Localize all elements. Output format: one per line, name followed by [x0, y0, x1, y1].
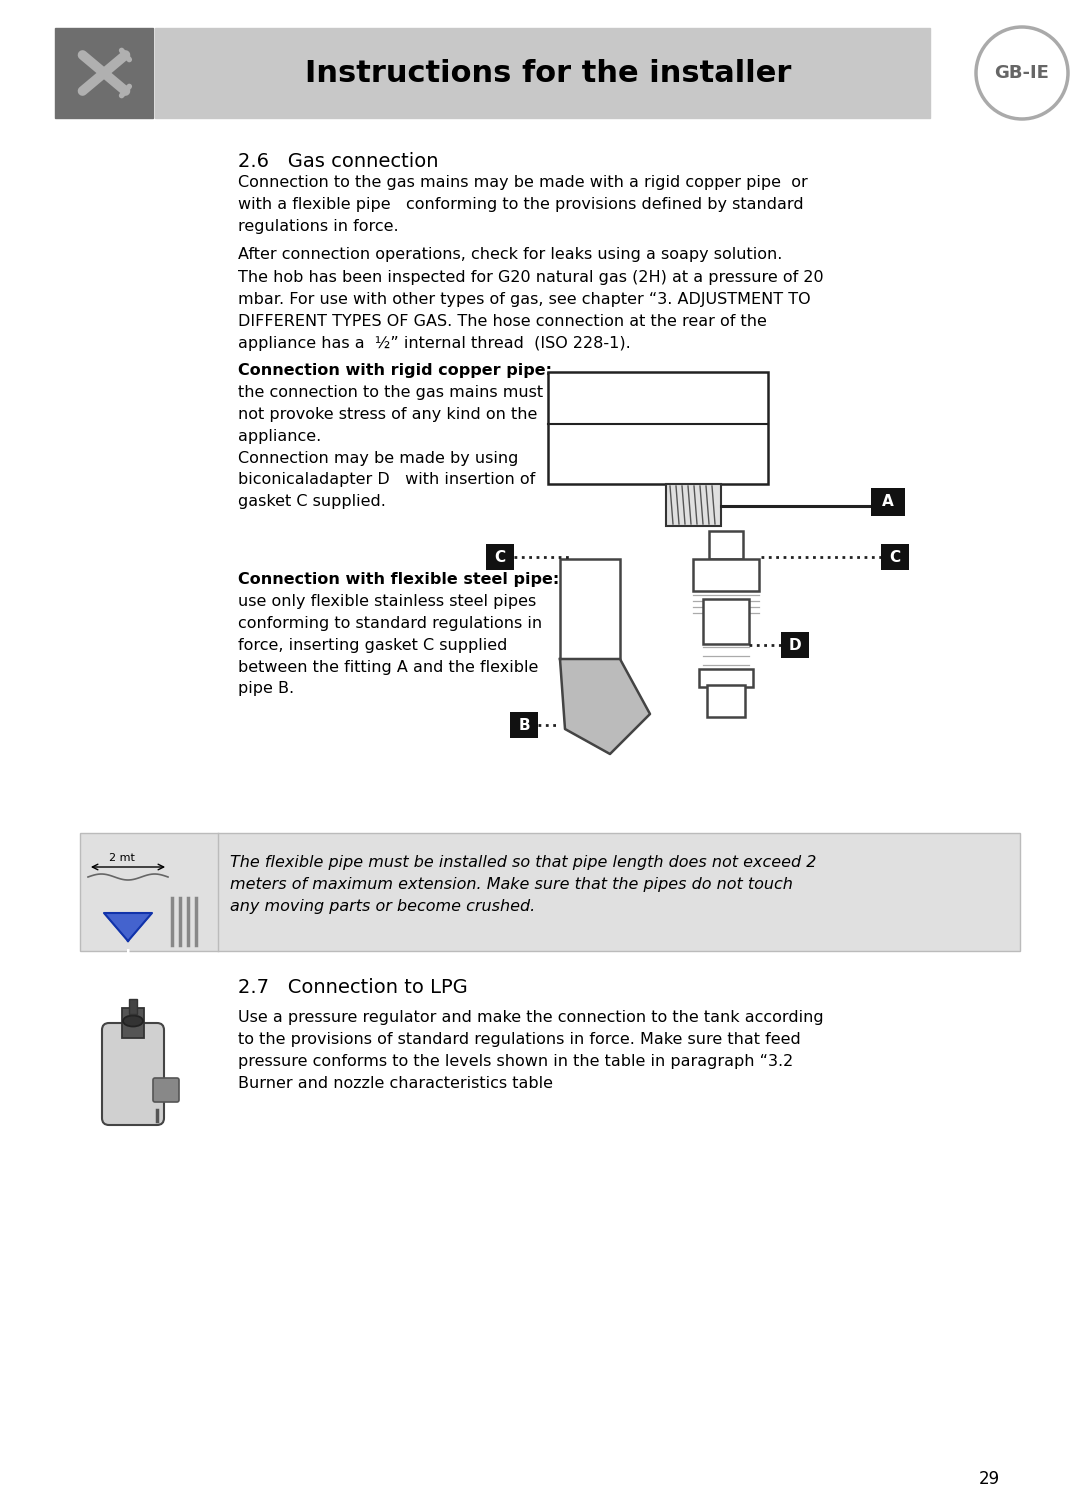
- Text: 2.7   Connection to LPG: 2.7 Connection to LPG: [238, 978, 468, 997]
- Bar: [693, 559, 759, 591]
- Bar: [486, 544, 514, 570]
- Text: use only flexible stainless steel pipes
conforming to standard regulations in
fo: use only flexible stainless steel pipes …: [238, 594, 542, 697]
- Text: Connection with flexible steel pipe:: Connection with flexible steel pipe:: [238, 573, 559, 586]
- Circle shape: [976, 27, 1068, 119]
- Bar: [122, 1008, 144, 1038]
- Bar: [55, 29, 153, 118]
- Bar: [80, 833, 1020, 950]
- Text: 2.6   Gas connection: 2.6 Gas connection: [238, 153, 438, 171]
- Text: Connection with rigid copper pipe:: Connection with rigid copper pipe:: [238, 363, 552, 378]
- Bar: [561, 559, 620, 659]
- Text: GB-IE: GB-IE: [995, 63, 1050, 82]
- Text: Use a pressure regulator and make the connection to the tank according
to the pr: Use a pressure regulator and make the co…: [238, 1009, 824, 1091]
- Bar: [156, 29, 930, 118]
- Text: !: !: [125, 947, 132, 963]
- Text: 29: 29: [978, 1470, 1000, 1488]
- Text: A: A: [882, 494, 894, 509]
- Text: Connection to the gas mains may be made with a rigid copper pipe  or
with a flex: Connection to the gas mains may be made …: [238, 175, 808, 234]
- Bar: [703, 598, 750, 644]
- Text: The hob has been inspected for G20 natural gas (2H) at a pressure of 20
mbar. Fo: The hob has been inspected for G20 natur…: [238, 270, 824, 351]
- Text: B: B: [518, 718, 530, 733]
- FancyBboxPatch shape: [153, 1077, 179, 1102]
- Bar: [870, 488, 905, 515]
- Bar: [699, 669, 753, 688]
- Text: Instructions for the installer: Instructions for the installer: [305, 59, 792, 88]
- Bar: [129, 999, 137, 1014]
- Text: C: C: [890, 550, 901, 565]
- FancyBboxPatch shape: [102, 1023, 164, 1126]
- Bar: [510, 712, 538, 737]
- Ellipse shape: [123, 1015, 143, 1026]
- Bar: [707, 684, 745, 718]
- Text: D: D: [788, 638, 801, 653]
- Polygon shape: [561, 659, 650, 754]
- Bar: [548, 372, 768, 484]
- Bar: [708, 530, 743, 559]
- Text: After connection operations, check for leaks using a soapy solution.: After connection operations, check for l…: [238, 246, 782, 261]
- Text: C: C: [495, 550, 505, 565]
- Bar: [666, 484, 721, 526]
- Text: The flexible pipe must be installed so that pipe length does not exceed 2
meters: The flexible pipe must be installed so t…: [230, 855, 816, 914]
- Bar: [881, 544, 909, 570]
- Polygon shape: [104, 913, 152, 941]
- Text: the connection to the gas mains must
not provoke stress of any kind on the
appli: the connection to the gas mains must not…: [238, 385, 543, 509]
- Text: 2 mt: 2 mt: [109, 854, 135, 863]
- Bar: [781, 632, 809, 657]
